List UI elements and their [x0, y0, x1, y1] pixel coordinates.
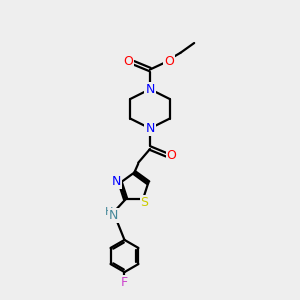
Text: O: O	[167, 149, 176, 162]
Text: O: O	[164, 55, 174, 68]
Text: O: O	[124, 55, 133, 68]
Text: H: H	[105, 207, 114, 217]
Text: N: N	[145, 122, 155, 135]
Text: N: N	[111, 175, 121, 188]
Text: N: N	[145, 82, 155, 96]
Text: F: F	[121, 276, 128, 290]
Text: N: N	[109, 209, 119, 222]
Text: S: S	[140, 196, 148, 209]
